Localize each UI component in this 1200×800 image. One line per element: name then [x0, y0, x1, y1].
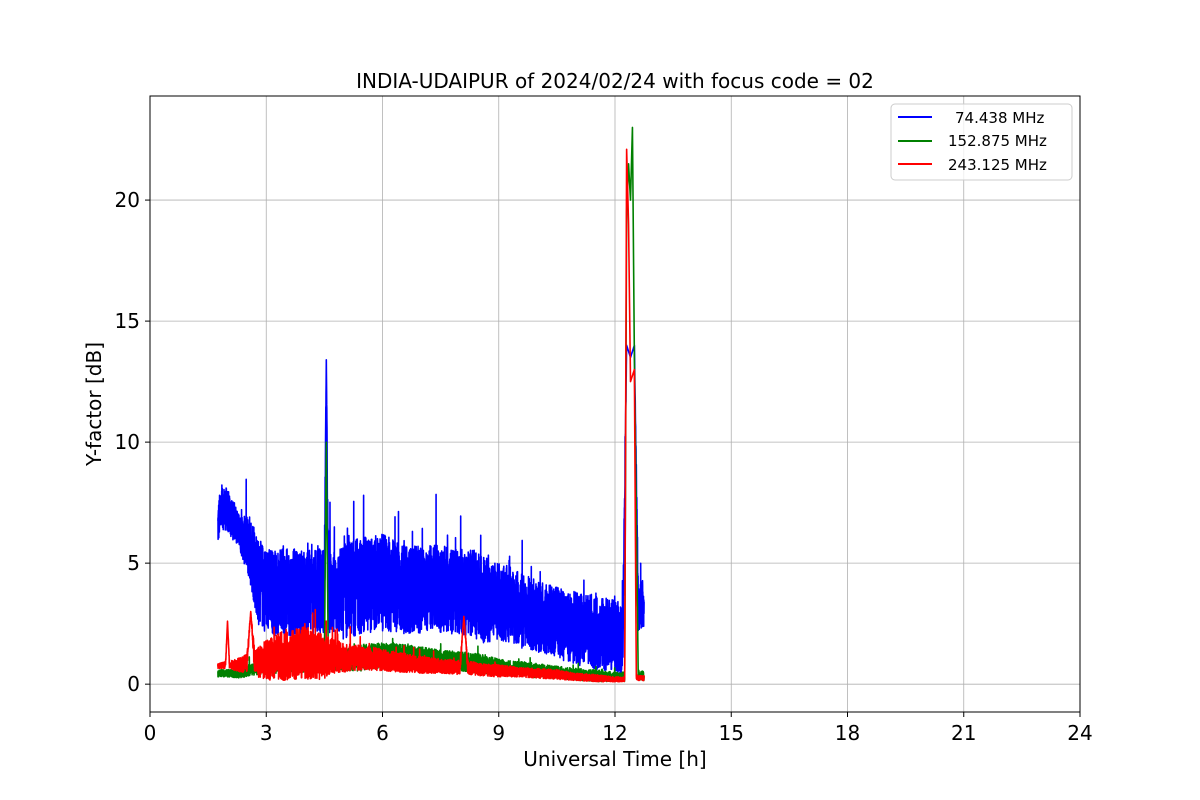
x-tick-label: 24	[1067, 721, 1092, 745]
y-tick-label: 0	[127, 672, 140, 696]
series-line-74-mhz	[217, 344, 645, 676]
legend-label-74-mhz: 74.438 MHz	[955, 109, 1044, 127]
x-tick-label: 12	[602, 721, 627, 745]
legend-label-243-mhz: 243.125 MHz	[948, 156, 1047, 174]
x-tick-label: 15	[719, 721, 744, 745]
y-axis: 0 5 10 15 20	[115, 188, 150, 696]
series-line-243-mhz	[217, 148, 645, 683]
y-tick-label: 10	[115, 430, 140, 454]
x-tick-label: 0	[144, 721, 157, 745]
y-tick-label: 20	[115, 188, 140, 212]
chart-title: INDIA-UDAIPUR of 2024/02/24 with focus c…	[356, 69, 874, 93]
x-axis: 0 3 6 9 12 15 18 21 24	[144, 712, 1093, 745]
x-tick-label: 9	[492, 721, 505, 745]
x-tick-label: 18	[835, 721, 860, 745]
legend: 74.438 MHz 152.875 MHz 243.125 MHz	[890, 103, 1073, 181]
x-tick-label: 6	[376, 721, 389, 745]
legend-frame	[890, 103, 1073, 181]
y-tick-label: 5	[127, 551, 140, 575]
x-axis-label: Universal Time [h]	[523, 747, 706, 771]
y-axis-label: Y-factor [dB]	[82, 342, 106, 467]
y-tick-label: 15	[115, 309, 140, 333]
legend-label-152-mhz: 152.875 MHz	[948, 132, 1047, 150]
x-tick-label: 3	[260, 721, 273, 745]
series-layer	[217, 126, 645, 683]
x-tick-label: 21	[951, 721, 976, 745]
